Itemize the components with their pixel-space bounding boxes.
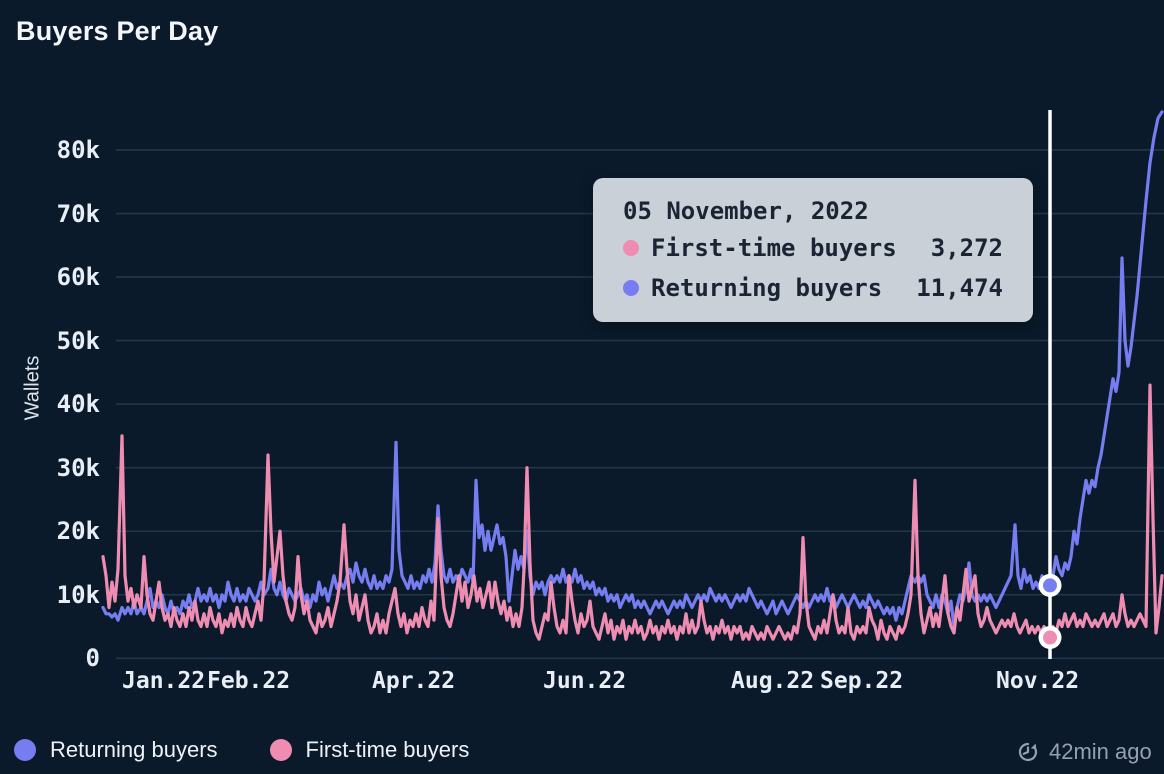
crosshair [1038,110,1062,659]
tooltip-date: 05 November, 2022 [623,197,869,225]
y-tick-label: 60k [56,263,100,292]
legend-dot-icon [14,739,36,761]
tooltip-row: First-time buyers 3,272 [623,228,1003,268]
x-tick-label: Apr.22 [372,668,456,694]
x-tick-label: Nov.22 [996,668,1080,694]
y-tick-label: 50k [56,326,100,355]
legend-item-first-time-buyers[interactable]: First-time buyers [269,737,470,763]
last-updated: 42min ago [1016,739,1152,765]
y-tick-label: 80k [56,135,100,164]
legend-label: First-time buyers [305,737,470,762]
x-tick-label: Sep.22 [820,668,904,694]
tooltip-series-label: First-time buyers [651,234,897,262]
tooltip-series-dot-icon [623,280,639,296]
chart-tooltip: 05 November, 2022 First-time buyers 3,272… [593,178,1033,322]
x-tick-label: Aug.22 [731,668,815,694]
y-axis-title: Wallets [21,355,44,421]
tooltip-series-dot-icon [623,240,639,256]
page-title: Buyers Per Day [16,16,219,46]
tooltip-series-label: Returning buyers [651,274,883,302]
chart-legend: Returning buyers First-time buyers [14,737,469,763]
legend-label: Returning buyers [50,737,218,762]
last-updated-text: 42min ago [1049,739,1152,764]
y-tick-label: 20k [56,517,100,546]
history-clock-icon [1018,742,1038,762]
y-tick-label: 10k [56,580,100,609]
legend-item-returning-buyers[interactable]: Returning buyers [14,737,218,763]
tooltip-series-value: 11,474 [916,274,1003,302]
tooltip-row: Returning buyers 11,474 [623,268,1003,308]
y-tick-label: 30k [56,453,100,482]
series-line-returning-buyers [101,110,1164,629]
x-tick-label: Feb.22 [207,668,291,694]
series-lines [101,110,1164,641]
tooltip-series-value: 3,272 [930,234,1003,262]
y-tick-label: 70k [56,199,100,228]
y-tick-label: 0 [85,644,100,673]
x-tick-label: Jan.22 [122,668,206,694]
series-line-first-time-buyers [101,383,1164,641]
x-tick-label: Jun.22 [543,668,627,694]
legend-dot-icon [269,739,292,761]
y-tick-label: 40k [56,390,100,419]
